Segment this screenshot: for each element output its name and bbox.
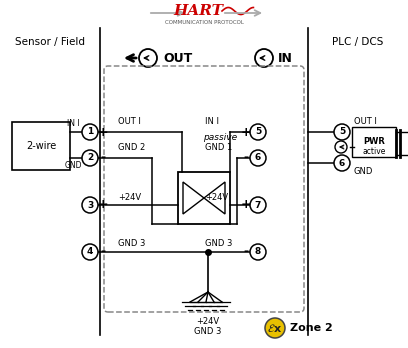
- Text: 2-wire: 2-wire: [26, 141, 56, 151]
- Text: PWR: PWR: [363, 137, 385, 147]
- Text: -: -: [100, 151, 106, 165]
- Text: GND: GND: [354, 167, 373, 176]
- Text: 8: 8: [255, 247, 261, 256]
- Circle shape: [250, 124, 266, 140]
- Text: +: +: [98, 198, 108, 212]
- Text: OUT I: OUT I: [354, 118, 377, 127]
- Text: 2: 2: [87, 153, 93, 163]
- Text: GND 2: GND 2: [118, 143, 145, 152]
- Text: 3: 3: [87, 200, 93, 209]
- Circle shape: [250, 197, 266, 213]
- Text: 6: 6: [339, 158, 345, 167]
- Text: 7: 7: [255, 200, 261, 209]
- Circle shape: [265, 318, 285, 338]
- Circle shape: [250, 244, 266, 260]
- Text: 5: 5: [255, 127, 261, 136]
- Circle shape: [82, 244, 98, 260]
- Text: $\mathcal{E}$x: $\mathcal{E}$x: [267, 322, 283, 334]
- Text: GND: GND: [64, 160, 82, 169]
- Text: +: +: [98, 126, 108, 139]
- Text: 5: 5: [339, 127, 345, 136]
- Text: 4: 4: [87, 247, 93, 256]
- Circle shape: [334, 155, 350, 171]
- Text: HART: HART: [173, 4, 223, 18]
- Bar: [178, 172, 230, 224]
- Text: GND 1: GND 1: [205, 143, 232, 152]
- Text: GND 3: GND 3: [118, 239, 145, 248]
- Text: 1: 1: [87, 127, 93, 136]
- Bar: [352, 127, 396, 157]
- Text: +: +: [241, 126, 251, 139]
- Text: COMMUNICATION PROTOCOL: COMMUNICATION PROTOCOL: [164, 19, 244, 24]
- Bar: [12, 122, 70, 170]
- Text: -: -: [100, 245, 106, 259]
- Text: -: -: [244, 245, 248, 259]
- Text: GND 3: GND 3: [205, 239, 233, 248]
- Circle shape: [82, 197, 98, 213]
- Circle shape: [82, 150, 98, 166]
- Text: PLC / DCS: PLC / DCS: [332, 37, 384, 47]
- Text: +: +: [241, 198, 251, 212]
- Text: 6: 6: [255, 153, 261, 163]
- Text: passive: passive: [203, 134, 237, 142]
- Text: +24V: +24V: [118, 192, 141, 201]
- Text: active: active: [362, 147, 386, 156]
- Circle shape: [82, 124, 98, 140]
- Text: IN: IN: [278, 52, 293, 64]
- Text: OUT I: OUT I: [118, 118, 141, 127]
- Circle shape: [334, 124, 350, 140]
- Text: +24V: +24V: [205, 192, 228, 201]
- Text: +24V: +24V: [196, 317, 220, 326]
- Text: GND 3: GND 3: [194, 327, 222, 337]
- Text: IN I: IN I: [67, 119, 79, 127]
- Text: OUT: OUT: [163, 52, 192, 64]
- Circle shape: [250, 150, 266, 166]
- Text: IN I: IN I: [205, 118, 219, 127]
- Text: -: -: [244, 151, 248, 165]
- Text: Sensor / Field: Sensor / Field: [15, 37, 85, 47]
- Text: Zone 2: Zone 2: [290, 323, 333, 333]
